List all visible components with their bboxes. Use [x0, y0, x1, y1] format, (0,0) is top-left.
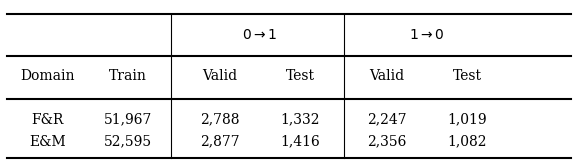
- Text: 1,082: 1,082: [447, 135, 487, 149]
- Text: Train: Train: [109, 69, 147, 83]
- Text: Domain: Domain: [20, 69, 75, 83]
- Text: $1 \rightarrow 0$: $1 \rightarrow 0$: [409, 28, 445, 42]
- Text: 51,967: 51,967: [103, 113, 152, 127]
- Text: F&R: F&R: [31, 113, 64, 127]
- Text: Test: Test: [286, 69, 315, 83]
- Text: 1,019: 1,019: [447, 113, 487, 127]
- Text: 2,247: 2,247: [367, 113, 406, 127]
- Text: $0 \rightarrow 1$: $0 \rightarrow 1$: [243, 28, 278, 42]
- Text: 52,595: 52,595: [104, 135, 152, 149]
- Text: Test: Test: [453, 69, 482, 83]
- Text: 1,332: 1,332: [281, 113, 320, 127]
- Text: Valid: Valid: [202, 69, 238, 83]
- Text: E&M: E&M: [29, 135, 66, 149]
- Text: 2,356: 2,356: [367, 135, 406, 149]
- Text: 2,788: 2,788: [200, 113, 240, 127]
- Text: 2,877: 2,877: [200, 135, 240, 149]
- Text: 1,416: 1,416: [281, 135, 320, 149]
- Text: Valid: Valid: [369, 69, 405, 83]
